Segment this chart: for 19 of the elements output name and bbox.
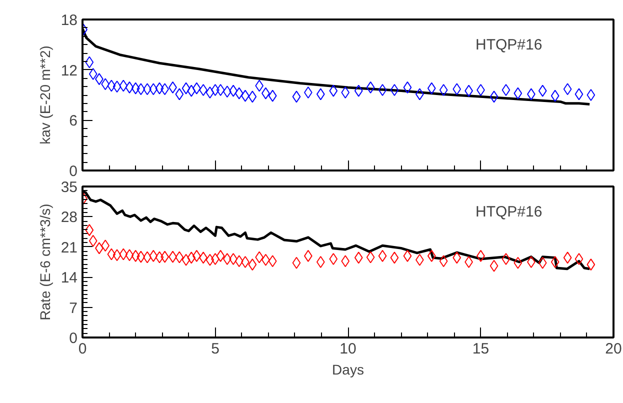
y-tick-label: 18 <box>60 12 78 29</box>
y-tick-label: 7 <box>69 300 78 317</box>
x-tick-label: 15 <box>472 340 490 358</box>
y-axis-title: kav (E-20 m**2) <box>36 46 53 144</box>
y-tick-label: 21 <box>60 239 78 256</box>
y-tick-label: 0 <box>69 163 78 180</box>
annotation: HTQP#16 <box>476 36 542 54</box>
y-tick-label: 28 <box>60 209 78 226</box>
y-tick-label: 12 <box>60 62 78 80</box>
y-tick-label: 14 <box>60 270 78 287</box>
x-axis-title: Days <box>332 362 364 378</box>
y-tick-label: 6 <box>69 112 78 130</box>
x-tick-label: 10 <box>340 340 356 358</box>
annotation: HTQP#16 <box>476 204 542 220</box>
y-tick-label: 35 <box>60 179 78 196</box>
x-tick-label: 5 <box>211 340 220 358</box>
x-tick-label: 20 <box>605 340 622 358</box>
y-axis-title: Rate (E-6 cm**3/s) <box>36 204 53 320</box>
y-tick-label: 0 <box>69 330 78 347</box>
